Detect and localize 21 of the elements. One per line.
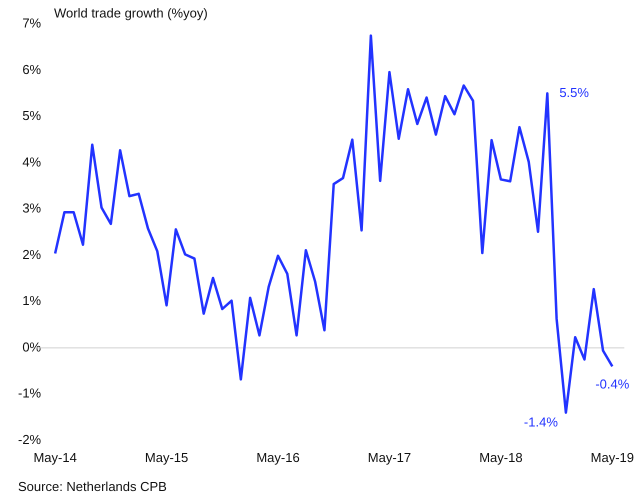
- x-tick-label: May-17: [368, 450, 412, 465]
- y-tick-label: 5%: [22, 108, 42, 124]
- y-axis-title: World trade growth (%yoy): [54, 6, 208, 21]
- y-tick-label: -1%: [18, 386, 42, 401]
- x-tick-label: May-14: [33, 450, 77, 465]
- y-tick-label: 6%: [22, 62, 42, 77]
- source-note: Source: Netherlands CPB: [18, 479, 167, 493]
- y-tick-label: 7%: [22, 16, 42, 31]
- x-tick-label: May-19: [590, 450, 634, 465]
- x-tick-label: May-18: [479, 450, 523, 465]
- y-tick-label: 4%: [22, 154, 42, 170]
- y-tick-label: -2%: [18, 432, 42, 447]
- data-label: 5.5%: [559, 84, 590, 100]
- data-label: -1.4%: [524, 414, 558, 430]
- y-tick-label: 2%: [22, 246, 42, 262]
- y-tick-label: 0%: [22, 339, 42, 354]
- x-tick-label: May-16: [256, 450, 300, 465]
- y-tick-label: 3%: [22, 200, 42, 216]
- data-label: -0.4%: [595, 376, 630, 392]
- x-tick-label: May-15: [144, 450, 188, 465]
- y-tick-label: 1%: [22, 293, 42, 308]
